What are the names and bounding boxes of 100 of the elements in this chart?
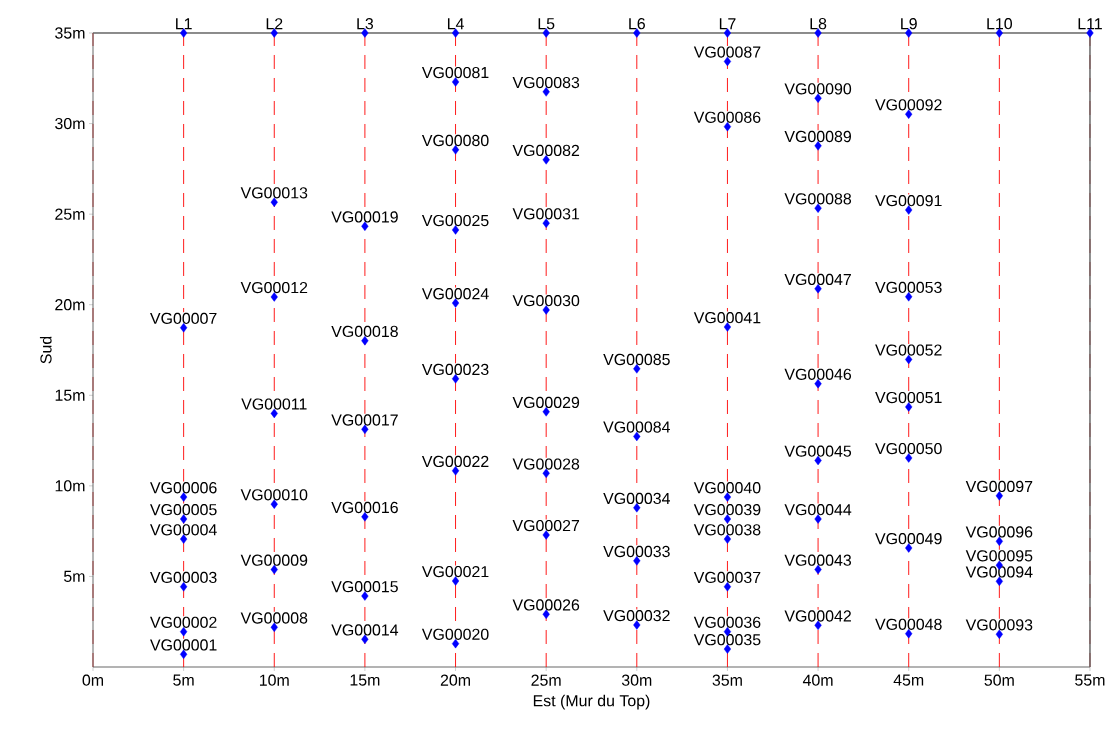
y-axis-title: Sud <box>39 336 52 364</box>
annotation: VG00014 <box>331 624 399 636</box>
annotation: L9 <box>901 18 917 30</box>
y-tick-label: 15m <box>55 389 85 401</box>
annotation: VG00044 <box>784 504 852 516</box>
annotation: VG00082 <box>512 144 580 157</box>
annotation: VG00008 <box>240 612 308 624</box>
annotation: L7 <box>719 18 736 30</box>
annotation: VG00007 <box>150 312 217 325</box>
annotation: VG00088 <box>784 193 852 205</box>
annotation: VG00093 <box>965 619 1033 631</box>
x-tick-label: 0m <box>82 674 104 686</box>
y-tick-label: 35m <box>55 27 85 39</box>
annotation: VG00029 <box>512 396 580 409</box>
annotation: VG00048 <box>875 618 942 630</box>
y-tick-label: 30m <box>55 117 85 130</box>
annotation: VG00091 <box>875 194 942 207</box>
annotation: L8 <box>810 18 827 30</box>
annotation: VG00033 <box>603 545 670 558</box>
x-tick-label: 40m <box>802 674 833 686</box>
annotation: L6 <box>629 18 645 30</box>
y-tick-label: 10m <box>55 480 85 492</box>
annotation: VG00001 <box>150 639 217 651</box>
annotation: VG00083 <box>512 76 580 89</box>
annotation: VG00037 <box>693 571 761 584</box>
annotation: L5 <box>538 18 555 30</box>
annotation: VG00036 <box>693 616 761 628</box>
annotation: VG00026 <box>512 599 580 611</box>
annotation: VG00027 <box>512 519 580 532</box>
annotation: VG00034 <box>603 492 670 505</box>
annotation: VG00094 <box>965 566 1033 578</box>
x-tick-label: 30m <box>621 674 652 686</box>
annotation: VG00090 <box>784 83 852 95</box>
annotation: VG00020 <box>421 628 489 640</box>
annotation: VG00011 <box>241 398 307 410</box>
annotation: VG00035 <box>693 634 761 646</box>
annotation: VG00086 <box>693 111 761 123</box>
annotation: VG00041 <box>693 312 761 324</box>
annotation: VG00032 <box>603 609 670 622</box>
annotation: VG00052 <box>875 344 942 356</box>
annotation: VG00024 <box>421 288 489 300</box>
annotation: VG00004 <box>150 524 217 536</box>
annotation: VG00025 <box>421 214 489 227</box>
x-axis-title: Est (Mur du Top) <box>533 694 650 710</box>
annotation: VG00006 <box>150 482 217 494</box>
x-tick-label: 25m <box>531 674 561 686</box>
annotation: VG00081 <box>421 66 489 79</box>
x-tick-label: 5m <box>173 674 194 686</box>
annotation: VG00009 <box>240 554 308 566</box>
annotation: L3 <box>357 18 374 30</box>
annotation: L2 <box>266 18 283 30</box>
x-tick-label: 55m <box>1075 674 1105 686</box>
annotation: VG00017 <box>331 414 398 426</box>
annotation: L10 <box>987 18 1012 30</box>
annotation: L11 <box>1078 18 1102 30</box>
annotation: L4 <box>447 18 464 30</box>
annotation: VG00049 <box>875 533 942 545</box>
annotation: VG00023 <box>421 363 489 376</box>
annotation: VG00002 <box>150 616 217 628</box>
annotation: L1 <box>176 18 192 30</box>
annotation: VG00045 <box>784 445 852 457</box>
x-tick-label: 10m <box>259 674 289 686</box>
annotation: VG00043 <box>784 554 852 566</box>
annotation: VG00018 <box>331 325 398 338</box>
annotation: VG00003 <box>150 571 217 584</box>
annotation: VG00087 <box>693 46 761 58</box>
annotation: VG00031 <box>512 208 580 220</box>
annotation: VG00092 <box>875 99 942 111</box>
annotation: VG00085 <box>603 353 670 366</box>
annotation: VG00013 <box>240 187 308 199</box>
annotation: VG00005 <box>150 504 217 516</box>
annotation: VG00016 <box>331 501 398 514</box>
annotation: VG00015 <box>331 581 398 593</box>
x-tick-label: 35m <box>712 674 742 686</box>
annotation: VG00051 <box>875 391 942 404</box>
x-tick-label: 15m <box>350 674 380 686</box>
x-tick-label: 45m <box>893 674 924 686</box>
y-tick-label: 5m <box>63 570 85 582</box>
annotation: VG00047 <box>784 273 851 286</box>
y-tick-label: 25m <box>55 208 85 220</box>
annotation: VG00096 <box>965 526 1033 538</box>
annotation: VG00084 <box>603 421 670 433</box>
annotation: VG00095 <box>965 550 1033 562</box>
annotation: VG00080 <box>421 134 489 147</box>
annotation: VG00053 <box>875 281 942 294</box>
x-tick-label: 20m <box>440 674 470 686</box>
annotation: VG00021 <box>421 565 489 578</box>
annotation: VG00022 <box>421 455 489 468</box>
y-tick-label: 20m <box>55 299 85 311</box>
annotation: VG00039 <box>693 504 761 516</box>
x-tick-label: 50m <box>984 674 1014 686</box>
annotation: VG00042 <box>784 610 851 622</box>
annotation: VG00028 <box>512 458 580 470</box>
annotation: VG00010 <box>240 489 308 501</box>
annotation: VG00038 <box>693 524 761 536</box>
annotation: VG00012 <box>240 281 308 294</box>
annotation: VG00097 <box>965 480 1033 493</box>
annotation: VG00040 <box>693 482 761 494</box>
annotation: VG00050 <box>875 442 942 455</box>
annotation: VG00019 <box>331 211 398 223</box>
